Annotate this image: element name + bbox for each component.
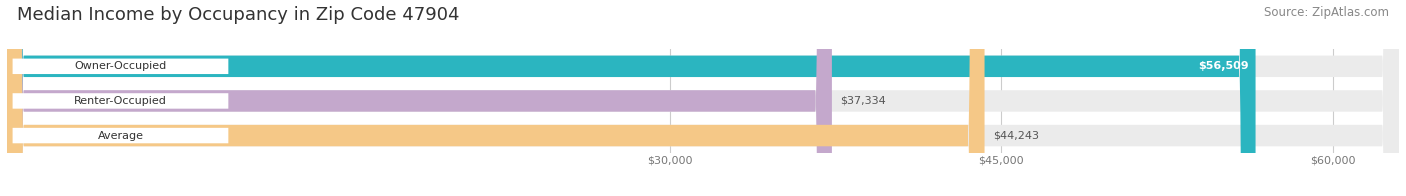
Text: Renter-Occupied: Renter-Occupied [75,96,167,106]
FancyBboxPatch shape [7,0,1256,196]
FancyBboxPatch shape [7,0,832,196]
Text: Owner-Occupied: Owner-Occupied [75,61,166,71]
Text: $37,334: $37,334 [841,96,886,106]
FancyBboxPatch shape [13,59,228,74]
FancyBboxPatch shape [7,0,1399,196]
FancyBboxPatch shape [13,128,228,143]
Text: $56,509: $56,509 [1198,61,1249,71]
FancyBboxPatch shape [7,0,984,196]
Text: Source: ZipAtlas.com: Source: ZipAtlas.com [1264,6,1389,19]
Text: $44,243: $44,243 [993,131,1039,141]
FancyBboxPatch shape [7,0,1399,196]
Text: Median Income by Occupancy in Zip Code 47904: Median Income by Occupancy in Zip Code 4… [17,6,460,24]
Text: Average: Average [97,131,143,141]
FancyBboxPatch shape [7,0,1399,196]
FancyBboxPatch shape [13,93,228,109]
